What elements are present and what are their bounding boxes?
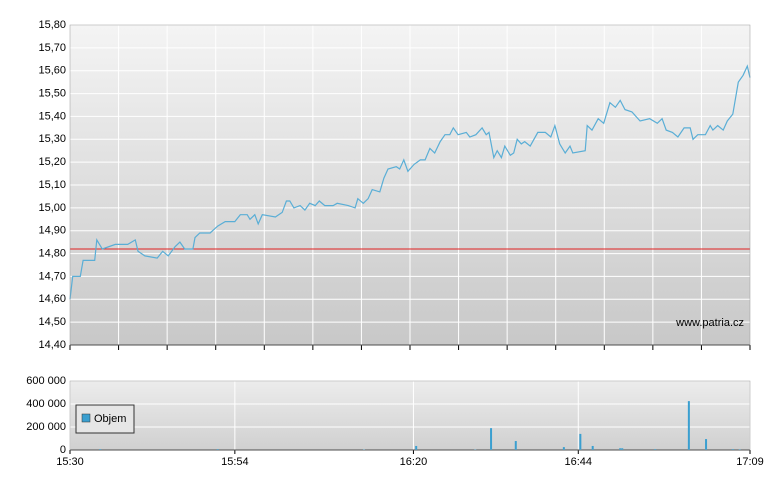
volume-bar <box>216 449 219 450</box>
y-tick-label: 15,60 <box>38 65 66 77</box>
y-tick-label: 14,90 <box>38 225 66 237</box>
y-tick-label: 14,40 <box>38 339 66 351</box>
volume-bar <box>654 449 657 450</box>
x-tick-label: 15:30 <box>56 456 84 468</box>
volume-bar <box>579 433 582 450</box>
x-tick-label: 16:44 <box>565 456 593 468</box>
volume-bar <box>514 441 517 450</box>
x-tick-label: 16:20 <box>400 456 428 468</box>
y-tick-label: 14,50 <box>38 316 66 328</box>
volume-bar <box>362 449 365 450</box>
y-tick-label: 15,10 <box>38 179 66 191</box>
volume-bar <box>731 449 734 450</box>
volume-plot-area <box>70 381 750 450</box>
y-tick-label: 600 000 <box>26 375 66 387</box>
volume-bar <box>474 449 477 450</box>
y-tick-label: 15,00 <box>38 202 66 214</box>
y-tick-label: 14,80 <box>38 247 66 259</box>
volume-bar <box>619 448 622 450</box>
y-tick-label: 15,80 <box>38 19 66 31</box>
volume-bar <box>591 445 594 450</box>
legend-label: Objem <box>94 413 126 425</box>
plot-border <box>69 24 751 346</box>
x-tick-label: 17:09 <box>736 456 764 468</box>
volume-bar <box>562 447 565 450</box>
y-tick-label: 14,60 <box>38 293 66 305</box>
y-tick-label: 15,20 <box>38 156 66 168</box>
volume-bar <box>705 439 708 450</box>
watermark: www.patria.cz <box>675 317 744 329</box>
x-tick-label: 15:54 <box>221 456 249 468</box>
volume-bar <box>738 449 741 450</box>
y-tick-label: 15,70 <box>38 42 66 54</box>
volume-bar <box>687 401 690 450</box>
plot-border <box>69 380 751 451</box>
volume-bar <box>621 448 624 450</box>
volume-bar <box>415 445 418 450</box>
y-tick-label: 0 <box>60 444 66 456</box>
volume-bar <box>99 449 102 450</box>
y-tick-label: 200 000 <box>26 421 66 433</box>
y-tick-label: 15,40 <box>38 110 66 122</box>
y-tick-label: 14,70 <box>38 270 66 282</box>
legend-swatch <box>81 413 91 423</box>
y-tick-label: 15,50 <box>38 87 66 99</box>
volume-bar <box>490 428 493 450</box>
y-tick-label: 400 000 <box>26 398 66 410</box>
price-line <box>69 64 751 300</box>
y-tick-label: 15,30 <box>38 133 66 145</box>
